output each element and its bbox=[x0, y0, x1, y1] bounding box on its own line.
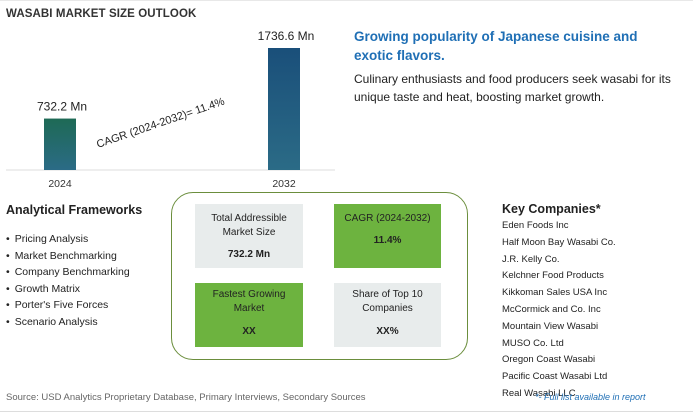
fastest-market-label: Fastest Growing Market bbox=[212, 289, 286, 314]
fastest-market-box: Fastest Growing Market XX bbox=[195, 283, 303, 347]
page-title: WASABI MARKET SIZE OUTLOOK bbox=[6, 8, 197, 20]
company-item: Eden Foods Inc bbox=[502, 220, 569, 231]
cagr-label: CAGR (2024-2032) bbox=[344, 213, 431, 224]
companies-title-text: Key Companies* bbox=[502, 202, 601, 216]
market-size-chart: 732.2 Mn 2024 1736.6 Mn 2032 CAGR (2024-2032… bbox=[6, 29, 335, 190]
bar-2024 bbox=[44, 118, 76, 170]
company-item: MUSO Co. Ltd bbox=[502, 337, 564, 349]
full-list-link[interactable]: *- Full list available in report bbox=[535, 392, 646, 402]
framework-item: Market Benchmarking bbox=[6, 248, 142, 265]
tam-label: Total Addressible Market Size bbox=[211, 213, 287, 238]
cagr-annotation: CAGR (2024-2032)= 11.4% bbox=[95, 96, 226, 151]
share-label: Share of Top 10 Companies bbox=[352, 289, 423, 314]
company-item: McCormick and Co. Inc bbox=[502, 303, 601, 315]
bar-2032 bbox=[268, 48, 300, 170]
tam-box: Total Addressible Market Size 732.2 Mn bbox=[195, 204, 303, 268]
frameworks-section: Analytical Frameworks Pricing AnalysisMa… bbox=[6, 203, 142, 330]
top-divider bbox=[0, 0, 693, 1]
company-item: Real Wasabi LLC bbox=[502, 387, 576, 399]
category-label: 2024 bbox=[48, 178, 72, 190]
company-item: Kikkoman Sales USA Inc bbox=[502, 287, 608, 299]
framework-item: Porter's Five Forces bbox=[6, 297, 142, 314]
share-box: Share of Top 10 Companies XX% bbox=[334, 283, 441, 347]
company-item: Oregon Coast Wasabi bbox=[502, 354, 596, 366]
share-value: XX% bbox=[376, 326, 399, 337]
company-item: J.R. Kelly Co. bbox=[502, 253, 560, 265]
company-item: Pacific Coast Wasabi Ltd bbox=[502, 371, 608, 383]
companies-title: Key Companies* bbox=[502, 202, 601, 216]
framework-item: Pricing Analysis bbox=[6, 231, 142, 248]
source-note: Source: USD Analytics Proprietary Databa… bbox=[6, 392, 366, 403]
bottom-divider bbox=[0, 411, 693, 412]
highlight-heading: Growing popularity of Japanese cuisine a… bbox=[354, 29, 638, 63]
fastest-market-value: XX bbox=[242, 326, 256, 337]
frameworks-list: Pricing AnalysisMarket BenchmarkingCompa… bbox=[6, 231, 142, 330]
category-label: 2032 bbox=[272, 178, 296, 190]
tam-value: 732.2 Mn bbox=[227, 249, 271, 260]
value-label: 732.2 Mn bbox=[37, 100, 87, 114]
companies-list: Eden Foods Inc Half Moon Bay Wasabi Co. J.… bbox=[502, 218, 616, 403]
cagr-box: CAGR (2024-2032) 11.4% bbox=[334, 204, 441, 268]
company-item: Half Moon Bay Wasabi Co. bbox=[502, 236, 616, 248]
framework-item: Company Benchmarking bbox=[6, 264, 142, 281]
company-item: Mountain View Wasabi bbox=[502, 320, 599, 332]
framework-item: Scenario Analysis bbox=[6, 314, 142, 331]
company-item: Kelchner Food Products bbox=[502, 270, 604, 282]
highlight-description: Culinary enthusiasts and food producers … bbox=[354, 72, 671, 104]
framework-item: Growth Matrix bbox=[6, 281, 142, 298]
value-label: 1736.6 Mn bbox=[258, 29, 315, 43]
metrics-frame bbox=[171, 192, 468, 360]
frameworks-title: Analytical Frameworks bbox=[6, 203, 143, 217]
cagr-value: 11.4% bbox=[373, 235, 402, 246]
